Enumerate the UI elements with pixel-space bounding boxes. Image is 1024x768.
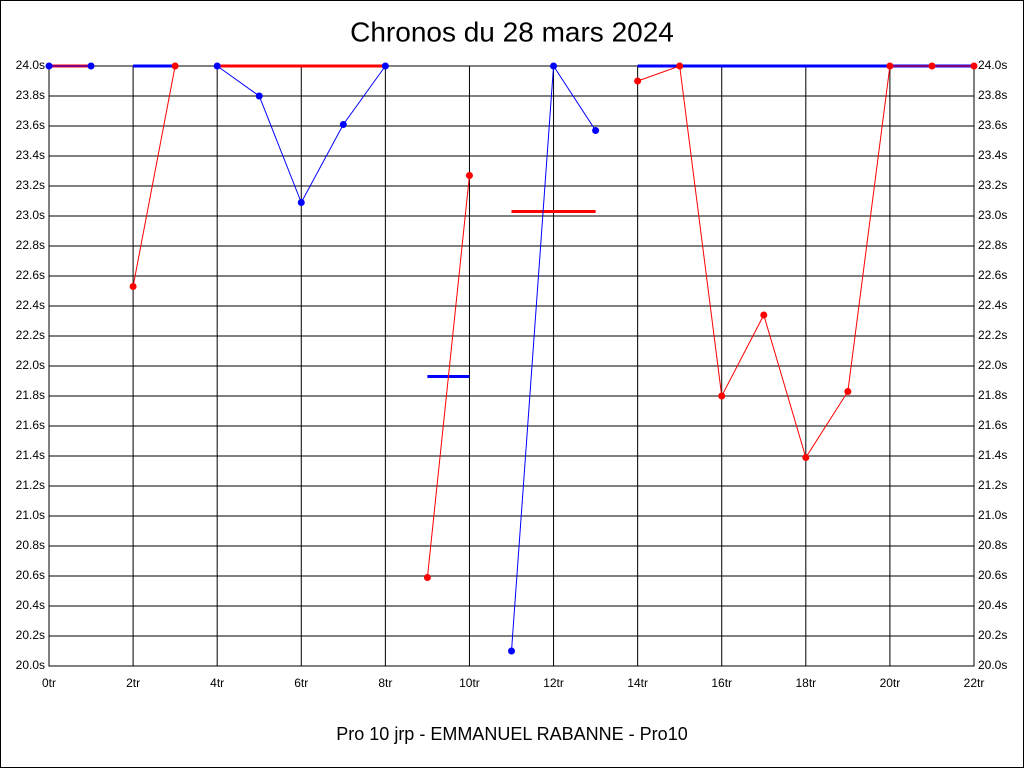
y-tick-label: 22.8s [16, 238, 45, 252]
y2-tick-label: 24.0s [978, 58, 1007, 72]
y-tick-label: 23.0s [16, 208, 45, 222]
x-tick-label: 12tr [543, 676, 564, 690]
x-tick-label: 16tr [711, 676, 732, 690]
y-tick-label: 21.8s [16, 388, 45, 402]
data-point [381, 62, 389, 70]
x-tick-label: 0tr [42, 676, 56, 690]
data-point [465, 172, 473, 179]
y2-tick-label: 22.4s [978, 298, 1007, 312]
data-point [255, 92, 263, 100]
y2-tick-label: 23.6s [978, 118, 1007, 132]
data-point [129, 283, 137, 290]
data-point [339, 121, 347, 128]
y2-tick-label: 21.4s [978, 448, 1007, 462]
data-point [297, 199, 305, 206]
y-tick-label: 21.2s [16, 478, 45, 492]
y2-tick-label: 21.8s [978, 388, 1007, 402]
x-axis-label: Pro 10 jrp - EMMANUEL RABANNE - Pro10 [336, 724, 687, 744]
y-tick-label: 20.0s [16, 658, 45, 672]
x-tick-label: 4tr [210, 676, 224, 690]
data-point [970, 62, 978, 70]
y2-tick-label: 23.8s [978, 88, 1007, 102]
y-tick-label: 21.6s [16, 418, 45, 432]
y2-tick-label: 21.0s [978, 508, 1007, 522]
y2-tick-label: 21.2s [978, 478, 1007, 492]
x-tick-label: 20tr [880, 676, 901, 690]
y-tick-label: 21.4s [16, 448, 45, 462]
y-tick-label: 20.2s [16, 628, 45, 642]
data-point [45, 62, 53, 70]
y-tick-label: 22.2s [16, 328, 45, 342]
y2-tick-label: 22.6s [978, 268, 1007, 282]
y2-tick-label: 20.2s [978, 628, 1007, 642]
y2-tick-label: 20.6s [978, 568, 1007, 582]
data-point [844, 388, 852, 395]
chart-title: Chronos du 28 mars 2024 [350, 16, 674, 47]
y-tick-label: 23.8s [16, 88, 45, 102]
data-point [423, 574, 431, 581]
x-tick-label: 14tr [627, 676, 648, 690]
data-point [760, 311, 768, 319]
y-tick-label: 23.2s [16, 178, 45, 192]
data-point [592, 127, 600, 134]
y-tick-label: 23.6s [16, 118, 45, 132]
y-tick-label: 22.6s [16, 268, 45, 282]
y2-tick-label: 22.0s [978, 358, 1007, 372]
y2-tick-label: 21.6s [978, 418, 1007, 432]
y-tick-label: 20.8s [16, 538, 45, 552]
y2-tick-label: 22.8s [978, 238, 1007, 252]
y-tick-label: 21.0s [16, 508, 45, 522]
data-point [171, 62, 179, 70]
data-point [718, 392, 726, 400]
y-tick-label: 24.0s [16, 58, 45, 72]
y2-tick-label: 23.2s [978, 178, 1007, 192]
y2-tick-label: 20.4s [978, 598, 1007, 612]
data-point [676, 62, 684, 70]
y-tick-label: 20.4s [16, 598, 45, 612]
y2-tick-label: 22.2s [978, 328, 1007, 342]
y2-tick-label: 20.8s [978, 538, 1007, 552]
y2-tick-label: 23.4s [978, 148, 1007, 162]
x-tick-label: 2tr [126, 676, 140, 690]
y-tick-label: 22.4s [16, 298, 45, 312]
data-point [886, 62, 894, 70]
y-tick-label: 20.6s [16, 568, 45, 582]
y-tick-label: 23.4s [16, 148, 45, 162]
y2-tick-label: 20.0s [978, 658, 1007, 672]
y-tick-label: 22.0s [16, 358, 45, 372]
data-point [928, 62, 936, 70]
x-tick-label: 18tr [795, 676, 816, 690]
x-tick-label: 8tr [378, 676, 392, 690]
plot-area [48, 65, 975, 667]
data-point [87, 62, 95, 70]
data-point [213, 62, 221, 70]
x-tick-label: 10tr [459, 676, 480, 690]
data-point [802, 454, 810, 461]
x-tick-label: 22tr [964, 676, 985, 690]
y2-tick-label: 23.0s [978, 208, 1007, 222]
data-point [550, 62, 558, 70]
data-point [508, 647, 515, 655]
data-point [634, 77, 642, 85]
x-tick-label: 6tr [294, 676, 308, 690]
